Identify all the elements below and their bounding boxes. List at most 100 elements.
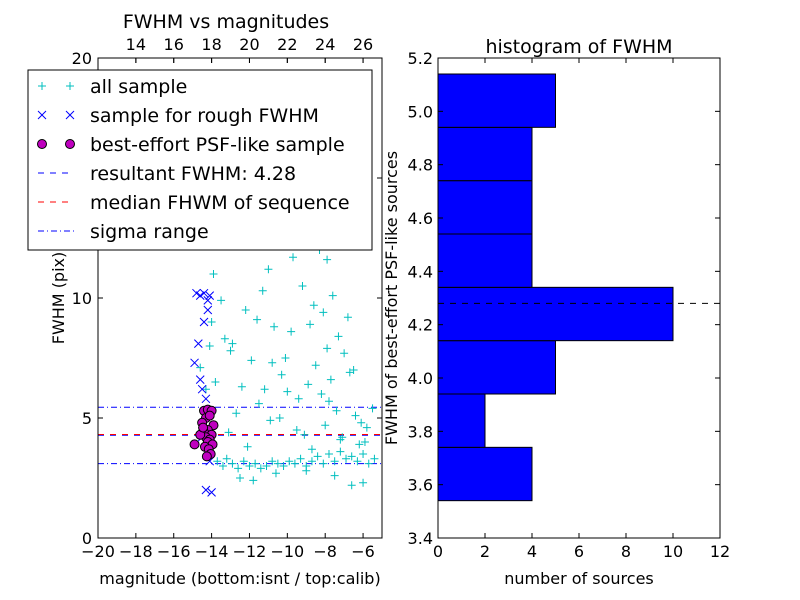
- top-tick-label: 18: [201, 35, 221, 54]
- all-sample-point: [236, 474, 244, 482]
- all-sample-point: [281, 354, 290, 362]
- scatter-top-ticks: 14 16 18 20 22 24 26: [126, 35, 373, 63]
- all-sample-point: [364, 459, 373, 468]
- all-sample-point: [268, 358, 277, 367]
- y-tick-label: 4.6: [408, 209, 433, 228]
- all-sample-point: [355, 440, 364, 449]
- legend-entry-all-sample: all sample: [38, 76, 187, 98]
- rough-sample-point: [203, 305, 213, 315]
- top-tick-label: 14: [126, 35, 146, 54]
- rough-sample-point: [195, 291, 205, 300]
- all-sample-point: [239, 457, 248, 466]
- all-sample-point: [260, 385, 269, 394]
- histogram-bar: [437, 233, 533, 288]
- rough-sample-point: [195, 375, 205, 384]
- all-sample-point: [342, 454, 351, 463]
- rough-sample-point: [203, 296, 213, 305]
- all-sample-point: [245, 462, 254, 470]
- all-sample-point: [323, 255, 332, 264]
- y-tick-label: 5.2: [408, 49, 433, 68]
- rough-sample-point: [199, 288, 209, 298]
- legend-label: median FHWM of sequence: [90, 192, 350, 214]
- histogram-bar: [437, 446, 533, 502]
- all-sample-point: [264, 265, 273, 274]
- all-sample-point: [294, 394, 303, 403]
- all-sample-point: [353, 457, 362, 466]
- all-sample-point: [201, 385, 210, 394]
- histogram-x-axis-label: number of sources: [504, 569, 654, 588]
- y-tick-label: 4.4: [408, 262, 433, 281]
- histogram-bars: [437, 73, 674, 502]
- x-tick-label: 0: [433, 542, 443, 561]
- all-sample-point: [211, 378, 220, 386]
- all-sample-point: [289, 253, 298, 262]
- x-tick-label: −14: [195, 542, 229, 561]
- all-sample-point: [298, 282, 307, 290]
- all-sample-point: [349, 366, 358, 374]
- all-sample-point: [347, 452, 356, 461]
- rough-sample-point: [193, 339, 203, 348]
- all-sample-point: [196, 363, 205, 372]
- legend-marker-cross: [37, 110, 75, 120]
- legend-entry-psf-sample: best-effort PSF-like sample: [37, 134, 345, 156]
- all-sample-point: [323, 344, 332, 353]
- y-tick-label: 3.4: [408, 529, 433, 548]
- all-sample-point: [343, 313, 352, 322]
- all-sample-point: [357, 418, 366, 427]
- scatter-title: FWHM vs magnitudes: [123, 11, 329, 33]
- all-sample-point: [359, 478, 368, 487]
- all-sample-point: [254, 399, 263, 408]
- legend-label: sigma range: [90, 221, 209, 243]
- scatter-x-ticks: −20 −18 −16 −14 −12 −10 −8 −6: [81, 58, 375, 561]
- x-tick-label: −10: [270, 542, 304, 561]
- histogram-y-ticks: 3.4 3.6 3.8 4.0 4.2 4.4 4.6 4.8 5.0 5.2: [408, 49, 720, 548]
- histogram-bar: [437, 286, 674, 342]
- all-sample-point: [237, 382, 246, 391]
- x-tick-label: 10: [663, 542, 683, 561]
- all-sample-point: [309, 301, 318, 310]
- x-tick-label: 12: [710, 542, 730, 561]
- all-sample-point: [304, 380, 313, 389]
- all-sample-point: [271, 469, 280, 478]
- all-sample-point: [324, 450, 333, 458]
- legend-entry-sigma-range: sigma range: [38, 221, 209, 243]
- all-sample-point: [307, 445, 316, 454]
- all-sample-point: [302, 466, 311, 475]
- psf-sample-point: [189, 439, 200, 450]
- all-sample-point: [319, 308, 328, 317]
- all-sample-point: [296, 454, 305, 463]
- all-sample-point: [334, 332, 343, 341]
- all-sample-point: [336, 447, 345, 456]
- all-sample-point: [266, 416, 275, 425]
- all-sample-point: [251, 459, 260, 468]
- psf-sample-point: [198, 422, 209, 433]
- y-tick-label: 4.8: [408, 156, 433, 175]
- psf-sample-point: [201, 451, 212, 462]
- all-sample-point: [247, 356, 256, 365]
- all-sample-point: [359, 450, 368, 458]
- legend-entry-rough-sample: sample for rough FWHM: [37, 105, 319, 127]
- all-sample-point: [307, 457, 316, 466]
- rough-sample-point: [201, 394, 211, 404]
- y-tick-label: 4.2: [408, 316, 433, 335]
- histogram-title: histogram of FWHM: [485, 36, 672, 58]
- all-sample-point: [328, 291, 337, 300]
- all-sample-point: [290, 459, 299, 468]
- all-sample-point: [277, 370, 286, 379]
- all-sample-point: [226, 346, 235, 355]
- top-tick-label: 16: [164, 35, 184, 54]
- x-tick-label: −12: [233, 542, 267, 561]
- top-tick-label: 24: [315, 35, 335, 54]
- all-sample-point: [330, 471, 339, 480]
- rough-sample-point: [192, 288, 201, 298]
- legend-entry-resultant-fwhm: resultant FWHM: 4.28: [38, 163, 296, 185]
- all-sample-point: [262, 462, 271, 470]
- all-sample-point: [228, 339, 237, 348]
- legend-entry-median-fwhm: median FHWM of sequence: [38, 192, 350, 214]
- rough-sample-point: [199, 317, 209, 327]
- all-sample-point: [292, 426, 301, 434]
- all-sample-point: [243, 442, 252, 451]
- x-tick-label: 4: [527, 542, 537, 561]
- all-sample-point: [224, 428, 233, 437]
